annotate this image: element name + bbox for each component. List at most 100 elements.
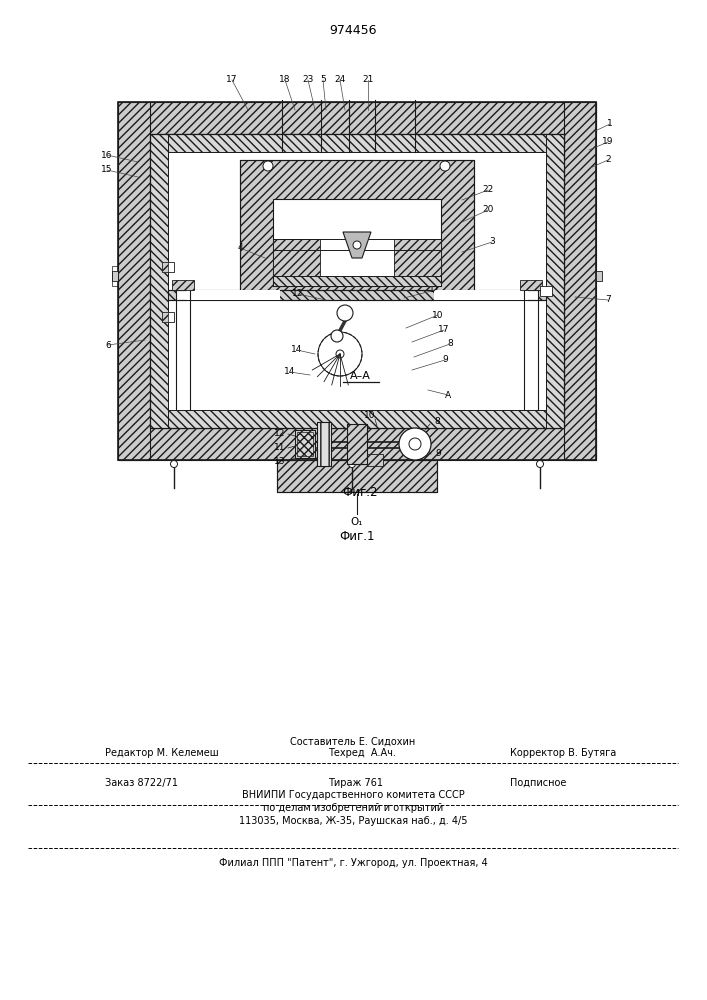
- Bar: [564, 102, 596, 460]
- Bar: [347, 424, 367, 464]
- Bar: [277, 460, 437, 492]
- Bar: [162, 312, 174, 322]
- Circle shape: [318, 332, 362, 376]
- Text: Подписное: Подписное: [510, 778, 566, 788]
- Bar: [118, 102, 596, 134]
- Text: Фиг.1: Фиг.1: [339, 530, 375, 542]
- Circle shape: [399, 428, 431, 460]
- Text: 11: 11: [274, 444, 286, 452]
- Circle shape: [537, 460, 544, 468]
- Text: 15: 15: [101, 165, 112, 174]
- Bar: [295, 430, 315, 458]
- Text: 7: 7: [605, 296, 611, 304]
- Text: 14: 14: [284, 367, 296, 376]
- Text: 4: 4: [237, 243, 243, 252]
- Bar: [118, 428, 596, 460]
- Bar: [317, 422, 331, 466]
- Bar: [186, 290, 280, 300]
- Bar: [273, 199, 441, 286]
- Bar: [150, 410, 564, 428]
- Text: O₁: O₁: [351, 517, 363, 527]
- Text: 9: 9: [435, 450, 441, 458]
- Bar: [317, 422, 331, 466]
- Circle shape: [170, 460, 177, 468]
- Circle shape: [263, 161, 273, 171]
- Bar: [162, 312, 168, 322]
- Text: 13: 13: [274, 458, 286, 466]
- Text: 974456: 974456: [329, 23, 377, 36]
- Bar: [273, 276, 441, 286]
- Bar: [150, 134, 564, 428]
- Bar: [367, 454, 383, 466]
- Text: 14: 14: [291, 346, 303, 355]
- Text: 22: 22: [482, 186, 493, 194]
- Text: Фиг.2: Фиг.2: [342, 486, 378, 498]
- Bar: [112, 266, 118, 286]
- Text: 2: 2: [605, 155, 611, 164]
- Circle shape: [337, 305, 353, 321]
- Text: 8: 8: [434, 418, 440, 426]
- Bar: [520, 280, 542, 290]
- Text: 24: 24: [334, 76, 346, 85]
- Bar: [118, 102, 596, 460]
- Bar: [347, 424, 367, 464]
- Text: Филиал ППП "Патент", г. Ужгород, ул. Проектная, 4: Филиал ППП "Патент", г. Ужгород, ул. Про…: [218, 858, 487, 868]
- Text: 11: 11: [429, 286, 440, 294]
- Text: 10: 10: [432, 310, 444, 320]
- Text: 17: 17: [226, 76, 238, 85]
- Bar: [162, 262, 168, 272]
- Bar: [150, 134, 168, 428]
- Bar: [112, 271, 118, 281]
- Bar: [162, 262, 174, 272]
- Bar: [394, 239, 441, 286]
- Text: ВНИИПИ Государственного комитета СССР: ВНИИПИ Государственного комитета СССР: [242, 790, 464, 800]
- Bar: [295, 430, 315, 458]
- Bar: [277, 460, 437, 492]
- Circle shape: [349, 460, 356, 468]
- Bar: [240, 160, 474, 294]
- Text: Техред  А.Ач.: Техред А.Ач.: [328, 748, 396, 758]
- Text: 8: 8: [447, 340, 453, 349]
- Text: 6: 6: [105, 340, 111, 350]
- Text: Редактор М. Келемеш: Редактор М. Келемеш: [105, 748, 218, 758]
- Text: 17: 17: [438, 326, 450, 334]
- Bar: [172, 280, 194, 290]
- Bar: [540, 286, 552, 296]
- Bar: [273, 276, 441, 286]
- Text: 10: 10: [364, 412, 375, 420]
- Text: 16: 16: [101, 150, 112, 159]
- Bar: [150, 134, 564, 152]
- Text: 3: 3: [489, 237, 495, 246]
- Text: 9: 9: [442, 356, 448, 364]
- Bar: [434, 290, 528, 300]
- Text: A: A: [445, 390, 451, 399]
- Text: Тираж 761: Тираж 761: [328, 778, 383, 788]
- Polygon shape: [343, 232, 371, 258]
- Text: 1: 1: [607, 119, 613, 128]
- Text: 21: 21: [362, 76, 374, 85]
- Circle shape: [353, 241, 361, 249]
- Circle shape: [336, 350, 344, 358]
- Text: Корректор В. Бутяга: Корректор В. Бутяга: [510, 748, 617, 758]
- Bar: [176, 290, 190, 410]
- Circle shape: [331, 330, 343, 342]
- Text: 5: 5: [320, 76, 326, 85]
- Text: 19: 19: [602, 137, 614, 146]
- Circle shape: [409, 438, 421, 450]
- Bar: [546, 134, 564, 428]
- Bar: [240, 160, 474, 294]
- Bar: [168, 290, 546, 300]
- Circle shape: [440, 161, 450, 171]
- Text: 12: 12: [292, 290, 304, 298]
- Bar: [118, 102, 150, 460]
- Text: Составитель Е. Сидохин: Составитель Е. Сидохин: [291, 737, 416, 747]
- Bar: [168, 290, 546, 300]
- Text: 18: 18: [279, 76, 291, 85]
- Bar: [273, 239, 320, 286]
- Text: Заказ 8722/71: Заказ 8722/71: [105, 778, 178, 788]
- Text: 12: 12: [274, 430, 286, 438]
- Bar: [168, 152, 546, 410]
- Text: 23: 23: [303, 76, 314, 85]
- Text: 20: 20: [482, 206, 493, 215]
- Text: A–A: A–A: [349, 371, 370, 381]
